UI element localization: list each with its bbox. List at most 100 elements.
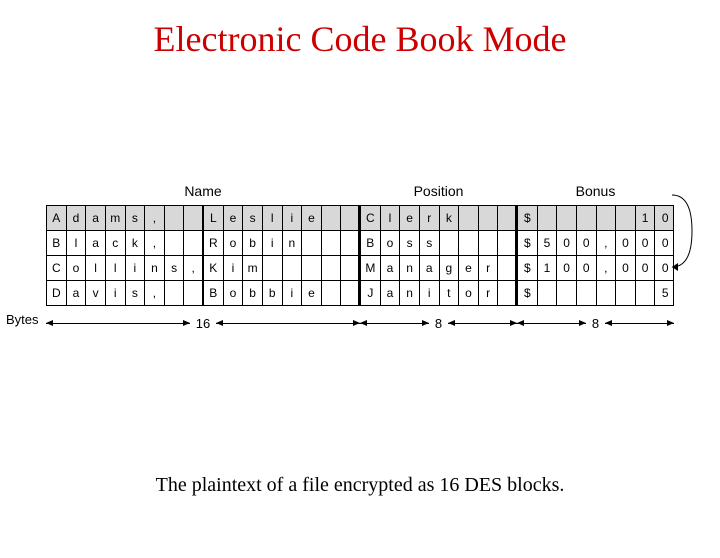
- bytes-segment-8a: 8: [360, 312, 517, 334]
- cell: o: [459, 281, 479, 305]
- cell: ,: [597, 231, 617, 255]
- cell: [636, 281, 656, 305]
- cell: r: [479, 281, 499, 305]
- header-name: Name: [46, 183, 360, 199]
- cell: i: [420, 281, 440, 305]
- cell: [479, 206, 499, 230]
- cell: e: [302, 206, 322, 230]
- cell: [322, 256, 342, 280]
- cell: i: [106, 281, 126, 305]
- bytes-segment-16: 16: [46, 312, 360, 334]
- cell: r: [420, 206, 440, 230]
- cell: s: [243, 206, 263, 230]
- cell: [498, 256, 518, 280]
- cell: [341, 231, 361, 255]
- cell: 0: [636, 256, 656, 280]
- cell: l: [106, 256, 126, 280]
- cell: e: [459, 256, 479, 280]
- column-headers: Name Position Bonus: [46, 183, 674, 199]
- cell: r: [479, 256, 499, 280]
- cell: [498, 231, 518, 255]
- cell: [557, 206, 577, 230]
- cell: 0: [616, 256, 636, 280]
- cell: l: [381, 206, 401, 230]
- cell: [459, 231, 479, 255]
- header-position: Position: [360, 183, 517, 199]
- cell: J: [361, 281, 381, 305]
- cell: b: [243, 231, 263, 255]
- bytes-annotation: Bytes 16 8 8: [46, 312, 674, 334]
- arrow-line: [216, 323, 360, 324]
- cell: e: [302, 281, 322, 305]
- cell: 0: [557, 231, 577, 255]
- cell: 0: [577, 256, 597, 280]
- cell: 5: [538, 231, 558, 255]
- cell: a: [67, 281, 87, 305]
- slide-title: Electronic Code Book Mode: [0, 18, 720, 60]
- cell: d: [67, 206, 87, 230]
- cell: [577, 281, 597, 305]
- cell: b: [243, 281, 263, 305]
- cell: ,: [145, 206, 165, 230]
- cell: [184, 231, 204, 255]
- cell: s: [420, 231, 440, 255]
- bytes-width-8a: 8: [429, 316, 448, 331]
- cell: 0: [636, 231, 656, 255]
- cell: [616, 206, 636, 230]
- cell: [322, 281, 342, 305]
- cell: b: [263, 281, 283, 305]
- cell: i: [283, 206, 303, 230]
- cell: i: [126, 256, 146, 280]
- cell: 1: [636, 206, 656, 230]
- cell: [479, 231, 499, 255]
- cell: A: [47, 206, 67, 230]
- table-row: Adams,LeslieClerk$10: [47, 206, 673, 230]
- cell: $: [518, 231, 538, 255]
- cell: 0: [557, 256, 577, 280]
- cell: e: [400, 206, 420, 230]
- cell: 0: [655, 231, 675, 255]
- cell: e: [224, 206, 244, 230]
- cell: [597, 206, 617, 230]
- cell: [341, 206, 361, 230]
- cell: 1: [538, 256, 558, 280]
- cell: B: [47, 231, 67, 255]
- cell: ,: [184, 256, 204, 280]
- cell: k: [126, 231, 146, 255]
- cell: [440, 231, 460, 255]
- cell: o: [224, 281, 244, 305]
- cell: a: [381, 256, 401, 280]
- cell: s: [126, 281, 146, 305]
- arrow-line: [360, 323, 429, 324]
- cell: o: [381, 231, 401, 255]
- cell: [322, 206, 342, 230]
- cell: ,: [597, 256, 617, 280]
- cell: [557, 281, 577, 305]
- cell: l: [263, 206, 283, 230]
- cell: i: [263, 231, 283, 255]
- cell: [498, 281, 518, 305]
- cell: v: [86, 281, 106, 305]
- cell: C: [47, 256, 67, 280]
- cell: C: [361, 206, 381, 230]
- cell: m: [106, 206, 126, 230]
- cell: [263, 256, 283, 280]
- cell: 0: [616, 231, 636, 255]
- cell: 0: [655, 256, 675, 280]
- table-row: Collins,KimManager$100,000: [47, 255, 673, 280]
- bytes-segment-8b: 8: [517, 312, 674, 334]
- cell: k: [440, 206, 460, 230]
- cell: [184, 206, 204, 230]
- cell: a: [86, 206, 106, 230]
- cell: $: [518, 206, 538, 230]
- cell: o: [224, 231, 244, 255]
- arrow-line: [46, 323, 190, 324]
- cell: [459, 206, 479, 230]
- cell: B: [361, 231, 381, 255]
- cell: K: [204, 256, 224, 280]
- cell: s: [126, 206, 146, 230]
- cell: l: [86, 256, 106, 280]
- cell: a: [381, 281, 401, 305]
- cell: m: [243, 256, 263, 280]
- cell: [184, 281, 204, 305]
